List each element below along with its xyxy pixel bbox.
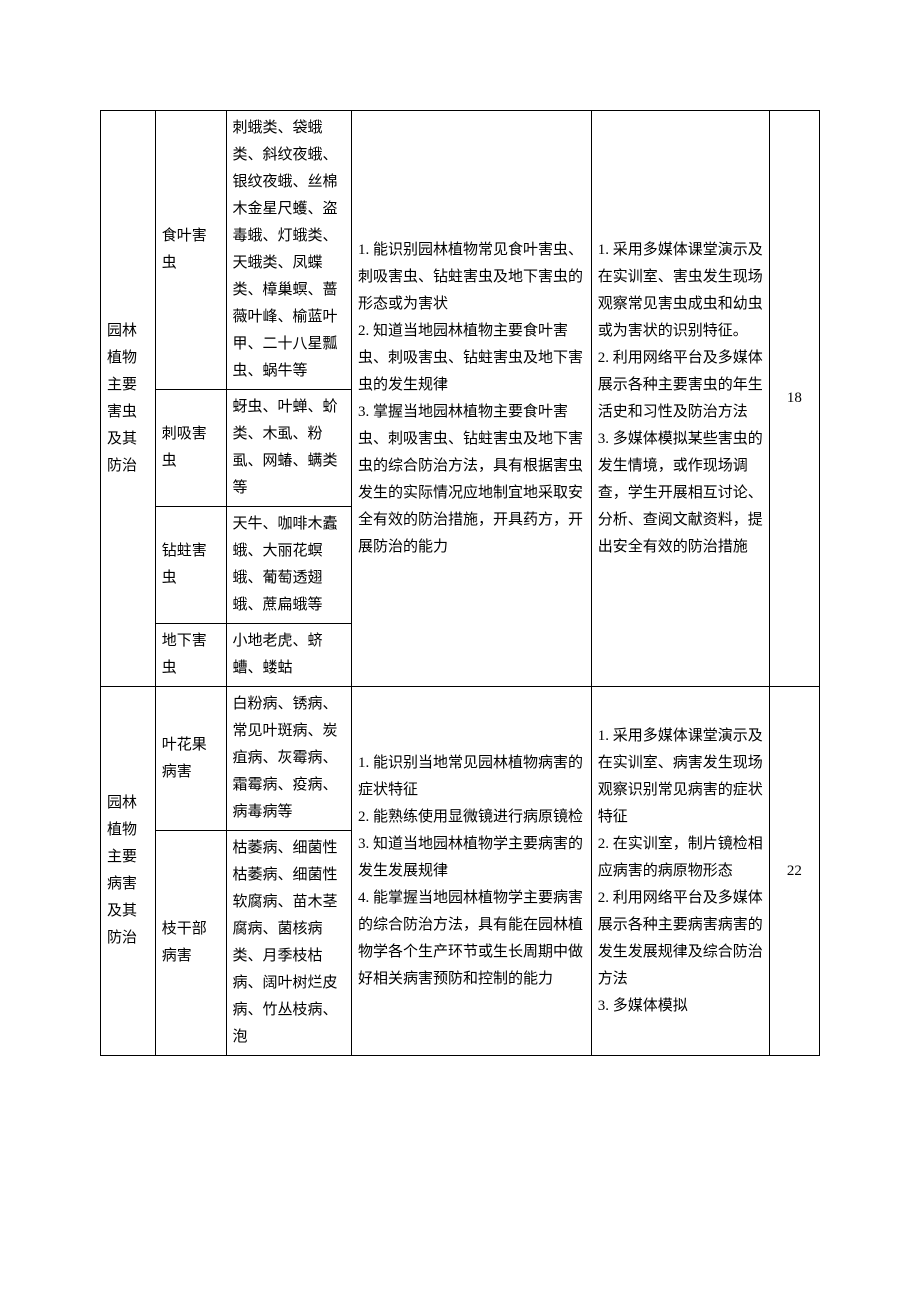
content-cell: 小地老虎、蛴螬、蝼蛄	[226, 624, 352, 687]
subcategory-cell: 叶花果病害	[155, 687, 226, 831]
hours-cell: 22	[769, 687, 819, 1056]
content-cell: 枯萎病、细菌性枯萎病、细菌性软腐病、苗木茎腐病、菌核病类、月季枝枯病、阔叶树烂皮…	[226, 831, 352, 1056]
subcategory-cell: 食叶害虫	[155, 111, 226, 390]
method-cell: 1. 采用多媒体课堂演示及在实训室、害虫发生现场观察常见害虫成虫和幼虫或为害状的…	[591, 111, 769, 687]
ability-cell: 1. 能识别当地常见园林植物病害的症状特征 2. 能熟练使用显微镜进行病原镜检 …	[352, 687, 592, 1056]
ability-cell: 1. 能识别园林植物常见食叶害虫、刺吸害虫、钻蛀害虫及地下害虫的形态或为害状 2…	[352, 111, 592, 687]
content-cell: 蚜虫、叶蝉、蚧类、木虱、粉虱、网蝽、螨类等	[226, 390, 352, 507]
subcategory-cell: 地下害虫	[155, 624, 226, 687]
subcategory-cell: 枝干部病害	[155, 831, 226, 1056]
content-cell: 刺蛾类、袋蛾类、斜纹夜蛾、银纹夜蛾、丝棉木金星尺蠖、盗毒蛾、灯蛾类、天蛾类、凤蝶…	[226, 111, 352, 390]
curriculum-table: 园林植物主要害虫及其防治 食叶害虫 刺蛾类、袋蛾类、斜纹夜蛾、银纹夜蛾、丝棉木金…	[100, 110, 820, 1056]
method-cell: 1. 采用多媒体课堂演示及在实训室、病害发生现场观察识别常见病害的症状特征 2.…	[591, 687, 769, 1056]
section-title-pests: 园林植物主要害虫及其防治	[101, 111, 156, 687]
subcategory-cell: 钻蛀害虫	[155, 507, 226, 624]
table-row: 园林植物主要病害及其防治 叶花果病害 白粉病、锈病、常见叶斑病、炭疽病、灰霉病、…	[101, 687, 820, 831]
content-cell: 白粉病、锈病、常见叶斑病、炭疽病、灰霉病、霜霉病、疫病、病毒病等	[226, 687, 352, 831]
content-cell: 天牛、咖啡木蠹蛾、大丽花螟蛾、葡萄透翅蛾、蔗扁蛾等	[226, 507, 352, 624]
hours-cell: 18	[769, 111, 819, 687]
table-row: 园林植物主要害虫及其防治 食叶害虫 刺蛾类、袋蛾类、斜纹夜蛾、银纹夜蛾、丝棉木金…	[101, 111, 820, 390]
subcategory-cell: 刺吸害虫	[155, 390, 226, 507]
section-title-diseases: 园林植物主要病害及其防治	[101, 687, 156, 1056]
